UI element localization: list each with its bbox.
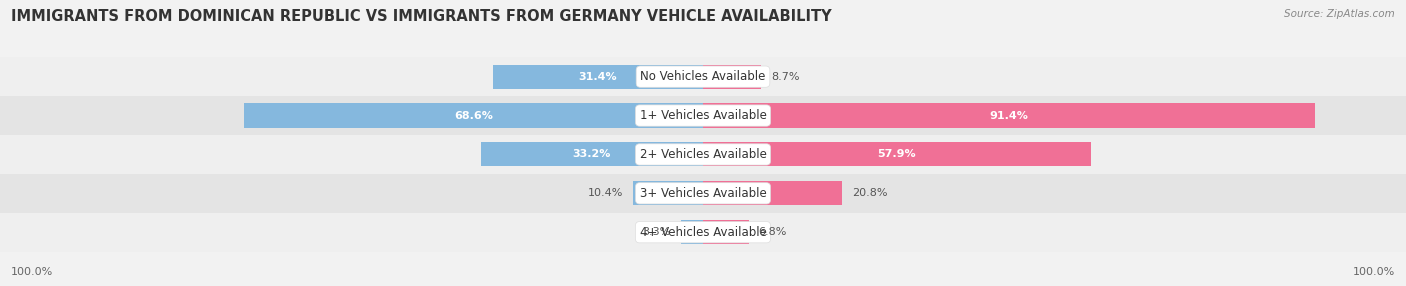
- Bar: [243, 104, 703, 128]
- Text: 100.0%: 100.0%: [11, 267, 53, 277]
- Text: No Vehicles Available: No Vehicles Available: [640, 70, 766, 83]
- Text: 100.0%: 100.0%: [1353, 267, 1395, 277]
- Text: 68.6%: 68.6%: [454, 111, 492, 120]
- Text: 8.7%: 8.7%: [772, 72, 800, 82]
- Bar: [703, 181, 842, 205]
- Text: 1+ Vehicles Available: 1+ Vehicles Available: [640, 109, 766, 122]
- Bar: [703, 142, 1091, 166]
- Text: 4+ Vehicles Available: 4+ Vehicles Available: [640, 226, 766, 239]
- Text: IMMIGRANTS FROM DOMINICAN REPUBLIC VS IMMIGRANTS FROM GERMANY VEHICLE AVAILABILI: IMMIGRANTS FROM DOMINICAN REPUBLIC VS IM…: [11, 9, 832, 23]
- Bar: [481, 142, 703, 166]
- Bar: [681, 220, 703, 244]
- Bar: [0, 213, 1406, 252]
- Bar: [492, 65, 703, 89]
- Text: 10.4%: 10.4%: [588, 188, 623, 198]
- Text: 57.9%: 57.9%: [877, 150, 917, 159]
- Bar: [703, 104, 1315, 128]
- Text: 6.8%: 6.8%: [759, 227, 787, 237]
- Text: 91.4%: 91.4%: [990, 111, 1028, 120]
- Text: 3.3%: 3.3%: [643, 227, 671, 237]
- Bar: [0, 135, 1406, 174]
- Bar: [0, 57, 1406, 96]
- Bar: [703, 65, 761, 89]
- Text: Source: ZipAtlas.com: Source: ZipAtlas.com: [1284, 9, 1395, 19]
- Text: 31.4%: 31.4%: [579, 72, 617, 82]
- Text: 20.8%: 20.8%: [852, 188, 887, 198]
- Bar: [703, 220, 748, 244]
- Bar: [0, 96, 1406, 135]
- Bar: [0, 174, 1406, 213]
- Text: 2+ Vehicles Available: 2+ Vehicles Available: [640, 148, 766, 161]
- Text: 33.2%: 33.2%: [572, 150, 612, 159]
- Bar: [633, 181, 703, 205]
- Text: 3+ Vehicles Available: 3+ Vehicles Available: [640, 187, 766, 200]
